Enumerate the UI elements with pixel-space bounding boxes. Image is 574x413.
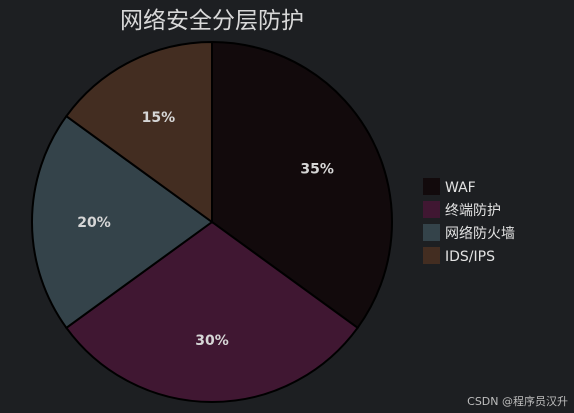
pie-percent-labels: 35% 30% 20% 15% xyxy=(77,110,334,349)
pie-slice-3 xyxy=(64,40,213,224)
legend-label-2: 网络防火墙 xyxy=(445,226,515,242)
watermark: CSDN @程序员汉升 xyxy=(467,394,568,408)
slice-percent-label-0: 35% xyxy=(300,161,334,177)
slice-percent-label-1: 30% xyxy=(195,333,229,349)
pie-slice-0 xyxy=(211,40,393,330)
legend-label-0: WAF xyxy=(445,180,476,196)
slice-percent-label-3: 15% xyxy=(142,110,176,126)
legend-label-1: 终端防护 xyxy=(445,203,501,219)
chart-title: 网络安全分层防护 xyxy=(120,8,304,34)
pie-slice-2 xyxy=(31,114,214,330)
legend-swatch-2 xyxy=(423,224,440,241)
slice-percent-label-2: 20% xyxy=(77,215,111,231)
legend-swatch-3 xyxy=(423,247,440,264)
legend-swatch-0 xyxy=(423,178,440,195)
legend-swatch-1 xyxy=(423,201,440,218)
pie-slices xyxy=(31,40,393,403)
legend-label-3: IDS/IPS xyxy=(445,249,495,265)
pie-slice-1 xyxy=(64,220,360,403)
